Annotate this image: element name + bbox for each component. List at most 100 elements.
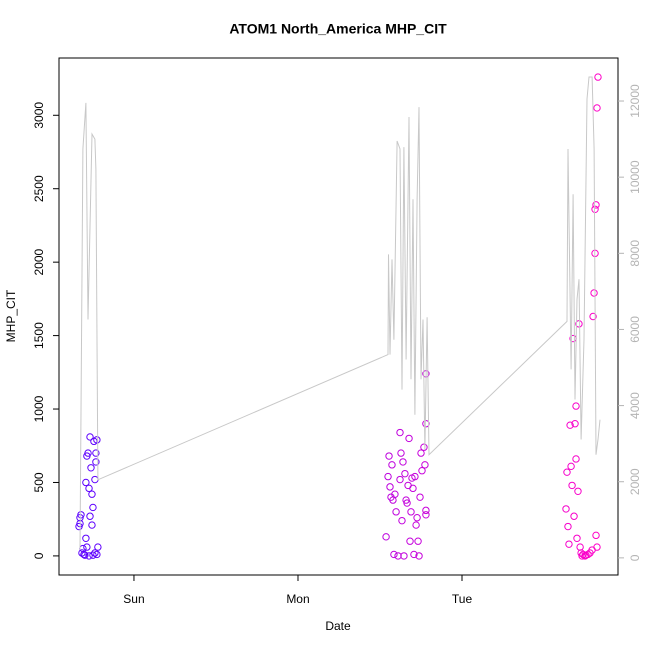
point <box>89 551 97 559</box>
point <box>88 490 96 498</box>
y2-tick-label: 10000 <box>628 160 642 194</box>
point <box>562 505 570 513</box>
y-tick-label: 1000 <box>32 395 46 422</box>
point <box>88 521 96 529</box>
point <box>573 534 581 542</box>
point <box>592 201 600 209</box>
point <box>416 493 424 501</box>
point <box>84 449 92 457</box>
point <box>593 543 601 551</box>
point <box>571 420 579 428</box>
point <box>567 462 575 471</box>
point <box>565 540 573 548</box>
point <box>87 464 95 472</box>
point <box>86 512 94 520</box>
point <box>386 483 394 491</box>
point <box>80 550 88 559</box>
point <box>86 433 94 441</box>
point <box>407 508 415 516</box>
y2-tick-label: 4000 <box>628 392 642 419</box>
y-tick-label: 0 <box>32 552 46 559</box>
point <box>422 506 430 515</box>
point <box>566 421 574 429</box>
point <box>421 461 429 469</box>
point <box>563 468 571 476</box>
y2-tick-label: 12000 <box>628 84 642 118</box>
y2-tick-label: 2000 <box>628 468 642 495</box>
point <box>92 449 100 457</box>
point <box>574 487 582 495</box>
point <box>406 537 414 545</box>
point <box>420 443 428 451</box>
point <box>388 461 396 469</box>
point <box>417 449 425 457</box>
point <box>401 469 409 478</box>
point <box>82 478 90 487</box>
point <box>415 552 423 560</box>
point <box>391 490 399 498</box>
y-axis-title: MHP_CIT <box>4 289 18 342</box>
point <box>398 516 406 525</box>
point <box>397 449 405 457</box>
y-tick-label: 2000 <box>32 248 46 275</box>
point <box>91 549 99 557</box>
point <box>422 511 430 519</box>
point <box>575 320 583 328</box>
point <box>412 521 420 529</box>
point <box>572 455 580 463</box>
point <box>413 514 421 522</box>
y-tick-label: 500 <box>32 472 46 492</box>
x-axis-title: Date <box>325 619 351 633</box>
point <box>572 402 580 410</box>
point <box>81 551 89 559</box>
point <box>576 543 584 551</box>
point <box>584 550 592 559</box>
y-tick-label: 2500 <box>32 175 46 202</box>
point <box>390 550 398 559</box>
plot-frame <box>58 57 619 576</box>
point <box>589 312 597 321</box>
point <box>94 543 102 551</box>
point <box>579 550 587 559</box>
point <box>399 458 407 466</box>
point <box>591 205 599 213</box>
point <box>410 550 418 559</box>
point <box>396 475 404 484</box>
point <box>422 420 430 428</box>
point <box>592 531 600 540</box>
point <box>411 472 419 481</box>
point <box>400 552 408 560</box>
point <box>91 475 99 484</box>
y2-tick-label: 8000 <box>628 240 642 267</box>
point <box>590 289 598 297</box>
point <box>82 534 90 542</box>
point <box>392 508 400 516</box>
x-tick-label: Tue <box>452 592 473 606</box>
point <box>85 484 93 493</box>
y-tick-label: 1500 <box>32 322 46 349</box>
point <box>418 467 426 475</box>
point <box>593 104 601 112</box>
point <box>570 512 578 520</box>
chart-title: ATOM1 North_America MHP_CIT <box>229 21 447 37</box>
point <box>409 484 417 493</box>
x-tick-label: Sun <box>123 592 144 606</box>
point <box>405 434 413 443</box>
point <box>93 550 101 559</box>
point <box>564 522 572 531</box>
y2-tick-label: 6000 <box>628 316 642 343</box>
y2-tick-label: 0 <box>628 554 642 561</box>
point <box>85 552 93 560</box>
point <box>385 452 393 460</box>
total-line <box>79 76 601 550</box>
y-tick-label: 3000 <box>32 102 46 129</box>
point <box>396 428 404 437</box>
point <box>384 472 392 481</box>
point <box>93 436 101 444</box>
x-tick-label: Mon <box>286 592 309 606</box>
point <box>568 481 576 490</box>
point <box>594 73 602 81</box>
point <box>382 533 390 541</box>
point <box>414 537 422 545</box>
